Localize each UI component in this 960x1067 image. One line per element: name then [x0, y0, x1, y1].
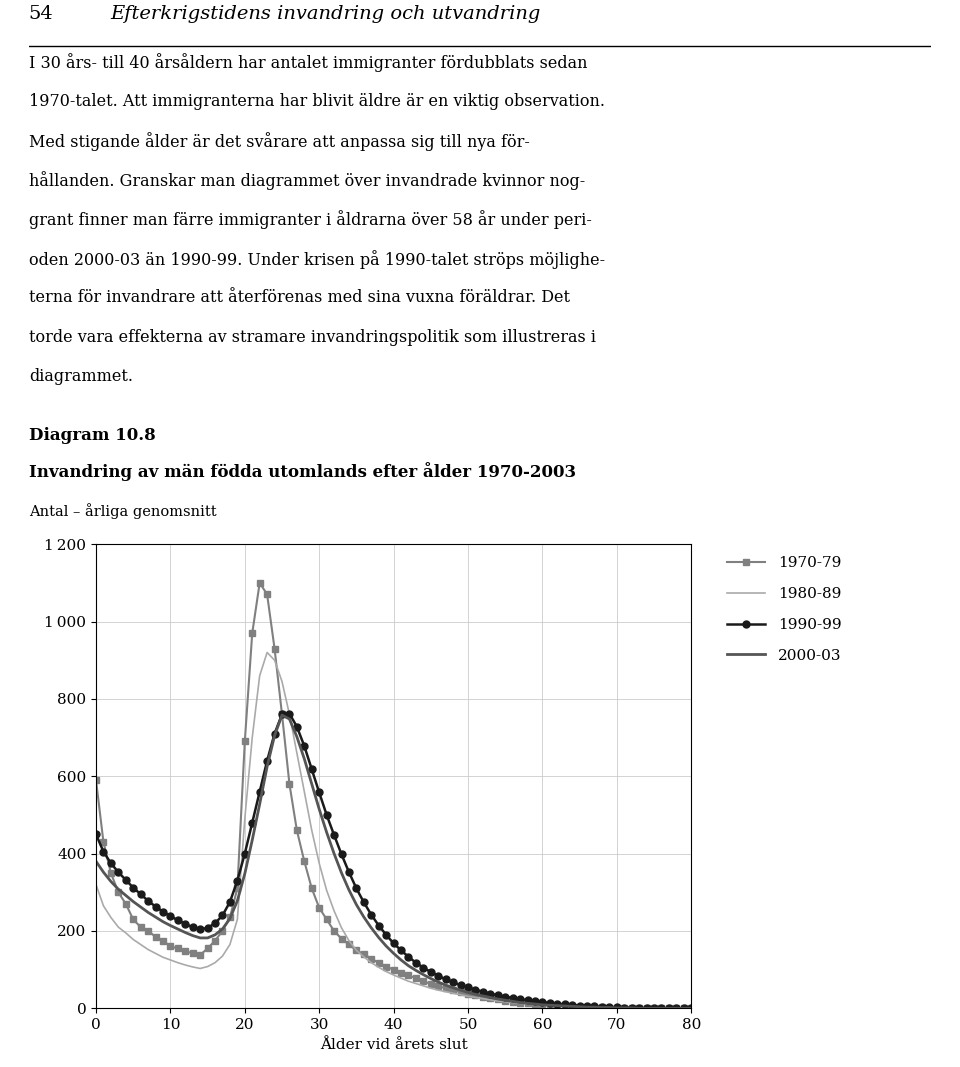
- Text: Diagram 10.8: Diagram 10.8: [29, 427, 156, 444]
- Text: 54: 54: [29, 5, 54, 23]
- Text: Invandring av män födda utomlands efter ålder 1970-2003: Invandring av män födda utomlands efter …: [29, 462, 576, 481]
- Text: terna för invandrare att återförenas med sina vuxna föräldrar. Det: terna för invandrare att återförenas med…: [29, 289, 570, 306]
- Text: hållanden. Granskar man diagrammet över invandrade kvinnor nog-: hållanden. Granskar man diagrammet över …: [29, 172, 585, 190]
- Text: diagrammet.: diagrammet.: [29, 368, 132, 385]
- Text: Antal – årliga genomsnitt: Antal – årliga genomsnitt: [29, 503, 216, 519]
- X-axis label: Ålder vid årets slut: Ålder vid årets slut: [320, 1037, 468, 1052]
- Text: 1970-talet. Att immigranterna har blivit äldre är en viktig observation.: 1970-talet. Att immigranterna har blivit…: [29, 93, 605, 110]
- Text: Efterkrigstidens invandring och utvandring: Efterkrigstidens invandring och utvandri…: [110, 5, 540, 23]
- Text: Med stigande ålder är det svårare att anpassa sig till nya för-: Med stigande ålder är det svårare att an…: [29, 132, 530, 150]
- Text: oden 2000-03 än 1990-99. Under krisen på 1990-talet ströps möjlighe-: oden 2000-03 än 1990-99. Under krisen på…: [29, 250, 605, 269]
- Text: grant finner man färre immigranter i åldrarna över 58 år under peri-: grant finner man färre immigranter i åld…: [29, 210, 591, 229]
- Text: I 30 års- till 40 årsåldern har antalet immigranter fördubblats sedan: I 30 års- till 40 årsåldern har antalet …: [29, 53, 588, 73]
- Legend: 1970-79, 1980-89, 1990-99, 2000-03: 1970-79, 1980-89, 1990-99, 2000-03: [723, 552, 846, 667]
- Text: torde vara effekterna av stramare invandringspolitik som illustreras i: torde vara effekterna av stramare invand…: [29, 329, 596, 346]
